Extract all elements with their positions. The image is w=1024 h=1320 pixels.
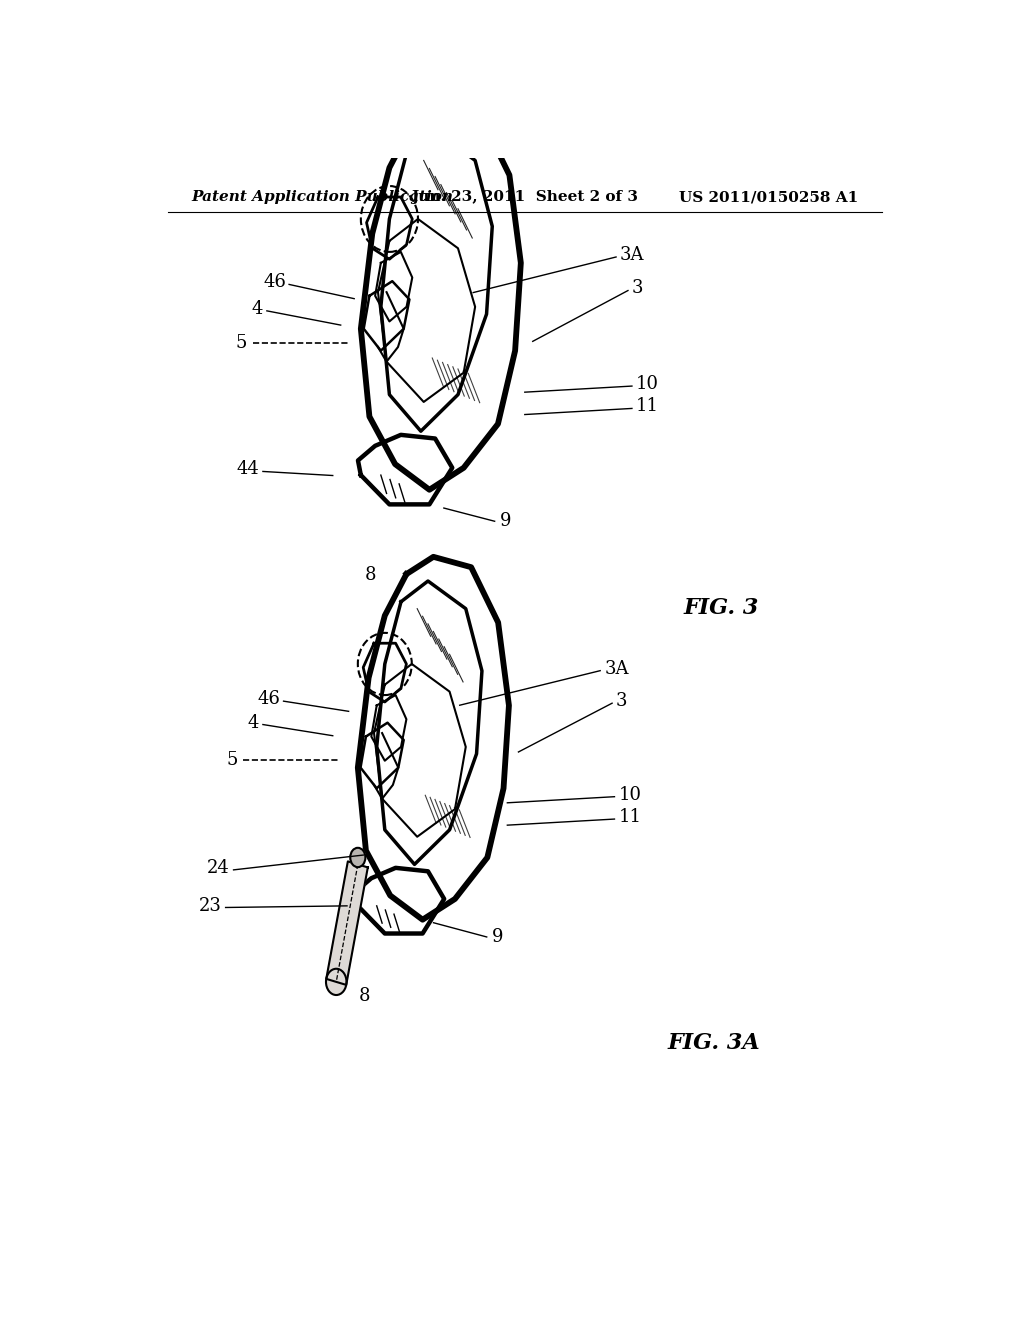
Text: 10: 10 — [636, 375, 658, 393]
Text: FIG. 3A: FIG. 3A — [668, 1032, 760, 1053]
Text: 23: 23 — [199, 898, 221, 916]
Text: 11: 11 — [636, 397, 658, 416]
Text: 8: 8 — [358, 987, 371, 1005]
Text: 3A: 3A — [620, 246, 644, 264]
Circle shape — [326, 969, 346, 995]
Polygon shape — [327, 862, 368, 985]
Text: Jun. 23, 2011  Sheet 2 of 3: Jun. 23, 2011 Sheet 2 of 3 — [412, 190, 638, 205]
Text: 3A: 3A — [604, 660, 629, 677]
Text: US 2011/0150258 A1: US 2011/0150258 A1 — [679, 190, 858, 205]
Circle shape — [350, 847, 366, 867]
Text: 11: 11 — [618, 808, 641, 826]
Text: 4: 4 — [248, 714, 259, 731]
Text: 9: 9 — [492, 928, 503, 946]
Text: 8: 8 — [365, 566, 376, 585]
Text: 3: 3 — [616, 692, 628, 710]
Text: 5: 5 — [236, 334, 247, 352]
Text: 46: 46 — [257, 690, 281, 708]
Text: 44: 44 — [237, 461, 259, 478]
Text: 9: 9 — [500, 512, 511, 531]
Text: Patent Application Publication: Patent Application Publication — [191, 190, 454, 205]
Text: FIG. 3: FIG. 3 — [684, 597, 759, 619]
Text: 24: 24 — [207, 859, 229, 876]
Text: 3: 3 — [632, 280, 643, 297]
Text: 4: 4 — [252, 300, 263, 318]
Text: 10: 10 — [618, 785, 641, 804]
Text: 5: 5 — [226, 751, 238, 770]
Text: 46: 46 — [264, 273, 287, 292]
